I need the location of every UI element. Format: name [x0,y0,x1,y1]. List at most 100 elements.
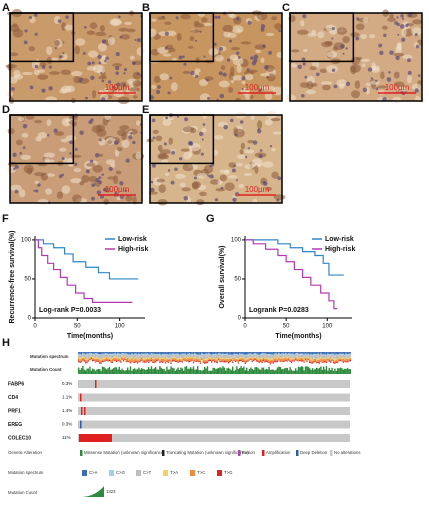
spectrum-bar [128,360,130,362]
count-bar [332,370,335,374]
count-bar [233,370,235,374]
spectrum-bar [99,360,101,363]
nucleus [220,186,224,190]
spectrum-bar [279,352,281,355]
spectrum-bar [134,352,136,354]
spectrum-bar [240,357,242,359]
spectrum-bar [269,355,272,360]
spectrum-bar [349,354,351,358]
count-bar [176,369,178,374]
nucleus [414,88,419,93]
cell [88,175,97,183]
spectrum-bar [194,352,196,354]
spectrum-bar [289,358,291,360]
spectrum-bar [328,354,330,356]
cell [202,112,207,119]
spectrum-bar [170,356,172,361]
nucleus [69,140,73,145]
nucleus [79,77,83,81]
spectrum-bar [85,359,87,361]
spectrum-bar [208,354,210,357]
spectrum-bar [121,353,123,354]
spectrum-bar [124,352,126,354]
cell [370,67,380,73]
spectrum-bar [201,354,203,357]
nucleus [226,58,231,62]
nucleus [132,140,136,145]
cell [319,68,328,73]
spectrum-bar [316,352,318,355]
count-bar [251,368,253,374]
legend-label: High-risk [325,246,355,253]
spectrum-bar [134,354,136,359]
count-bar [106,369,108,374]
nucleus [247,147,251,150]
spectrum-bar [80,352,83,355]
spectrum-bar [166,352,168,355]
spectrum-bar [268,358,270,360]
spectrum-bar [159,352,161,354]
spectrum-bar [223,358,225,360]
spectrum-bar [164,362,167,364]
spectrum-bar [101,354,104,359]
spectrum-bar [111,361,113,363]
spectrum-bar [232,356,234,360]
spectrum-bar [257,359,259,361]
count-bar [222,366,224,374]
spectrum-bar [157,355,160,358]
gene-name: FABP6 [8,381,24,387]
spectrum-bar [318,359,321,363]
spectrum-bar [339,357,342,359]
spectrum-bar [339,352,342,354]
spectrum-bar [225,361,227,363]
spectrum-bar [229,358,231,361]
spectrum-bar [253,352,255,354]
nucleus [124,189,127,193]
spectrum-bar [348,355,350,358]
spectrum-bar [344,361,346,362]
legend-title: Mutation Count [8,490,38,495]
spectrum-bar [234,355,237,358]
spectrum-bar [156,354,158,356]
nucleus [246,68,250,72]
spectrum-bar [92,355,94,358]
cell [274,23,283,30]
count-bar [129,366,132,374]
spectrum-bar [225,359,227,362]
spectrum-bar [317,358,319,360]
spectrum-bar [282,357,284,359]
nucleus [59,55,62,59]
spectrum-bar [99,354,101,356]
nucleus [370,77,373,80]
gene-track [78,380,350,388]
spectrum-bar [209,358,211,361]
cell [72,194,82,203]
nucleus [46,134,50,137]
count-bar [205,368,207,374]
nucleus [113,140,119,145]
spectrum-bar [149,352,151,355]
count-bar [225,370,227,374]
spectrum-bar [120,352,122,354]
spectrum-bar [115,354,118,356]
cell [104,87,109,93]
survival-curve [245,239,338,310]
spectrum-bar [122,354,125,358]
spectrum-bar [80,361,83,363]
spectrum-bar [226,352,228,354]
spectrum-bar [181,353,183,355]
spectrum-bar [285,353,287,355]
spectrum-bar [349,359,351,362]
y-tick-label: 0 [28,316,32,322]
nucleus [239,120,244,124]
spectrum-bar [254,358,256,361]
spectrum-bar [190,358,192,361]
spectrum-bar [289,354,291,359]
cell [152,129,159,135]
spectrum-bar [267,358,269,360]
spectrum-bar [195,358,197,359]
spectrum-bar [279,358,281,360]
count-bar [320,366,322,374]
spectrum-bar [127,354,129,357]
nucleus [193,176,197,180]
